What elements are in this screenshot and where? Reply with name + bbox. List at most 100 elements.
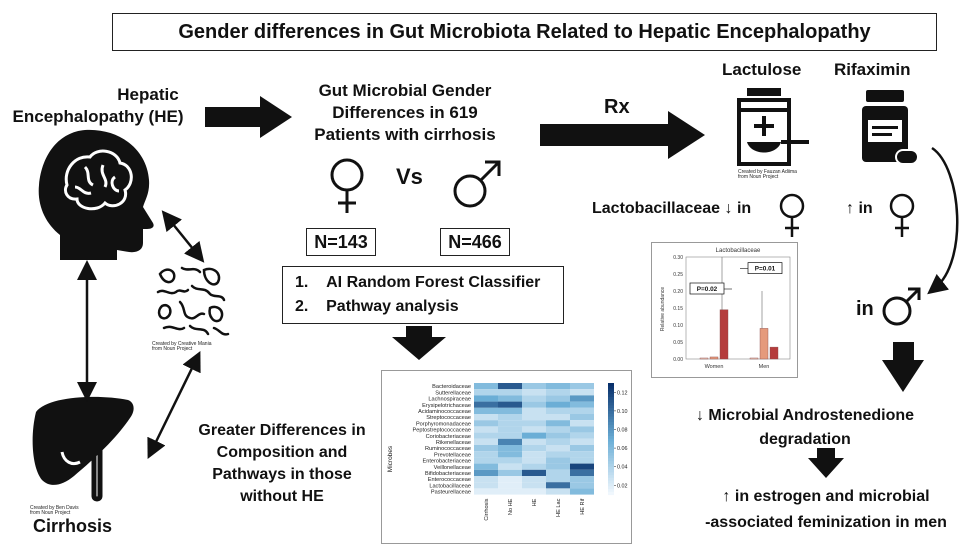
heatmap-cell [570,389,594,396]
colorbar-segment [608,486,614,490]
colorbar-segment [608,408,614,412]
chart-title: Lactobacillaceae [716,248,761,254]
colorbar-tick-label: 0.08 [617,428,628,434]
colorbar-segment [608,491,614,496]
heatmap-row-label: Ruminococcaceae [425,446,471,452]
heatmap-cell [498,457,522,464]
heatmap-cell [570,426,594,433]
lacto-chart-panel: Lactobacillaceae 0.00 0.05 0.10 0.15 0.20 0.25… [651,242,798,378]
estrogen-line1: ↑ in estrogen and microbial [722,488,930,505]
heatmap-cell [474,463,498,470]
colorbar-segment [608,438,614,443]
y-tick-label: 0.10 [673,323,683,329]
heatmap-cell [570,482,594,489]
result-line3: Pathways in those [212,466,352,483]
heatmap-cell [474,482,498,489]
colorbar-segment [608,441,614,445]
colorbar-segment [608,405,614,409]
heatmap-cell [570,438,594,445]
female-symbol-icon [889,193,915,237]
arrow-microbes-liver [147,351,201,459]
heatmap-cell [546,389,570,396]
colorbar-tick-label: 0.02 [617,483,628,489]
heatmap-cell [522,451,546,458]
colorbar-segment [608,396,614,401]
heatmap-cell [570,407,594,414]
colorbar-segment [608,391,614,395]
andro-label: ↓ Microbial Androstenedione degradation [655,404,955,452]
n-female-box: N=143 [306,228,376,256]
colorbar-segment [608,424,614,429]
heatmap-cell [570,420,594,427]
heatmap-row-label: Streptococcaceae [426,415,471,421]
heatmap-cell [474,488,498,495]
chart-bar [769,346,779,360]
plot-frame [685,256,791,360]
y-tick-label: 0.15 [673,306,683,312]
estrogen-line2: -associated feminization in men [705,514,947,531]
x-tick-label: Women [705,364,724,370]
heatmap-cell [498,469,522,476]
heatmap-cell [498,383,522,390]
p-value-box [689,282,725,295]
heatmap-cell [546,469,570,476]
heatmap-col-label: HE [532,498,538,506]
arrow-he-to-study [205,96,292,138]
rifaximin-label: Rifaximin [834,60,911,79]
page-title: Gender differences in Gut Microbiota Rel… [112,13,937,51]
microbe-credit-line2: from Noun Project [152,346,193,352]
heatmap-cell [498,401,522,408]
heatmap-cell [498,420,522,427]
colorbar-segment [608,410,614,415]
heatmap-cell [546,445,570,452]
heatmap-cell [546,395,570,402]
chart-bar [759,328,769,360]
liver-credit-line1: Created by Ben Davis [30,505,79,511]
study-line1: Gut Microbial Gender [318,81,492,100]
heatmap-panel: Bacteroidaceae Sutterellaceae Lachnospirac… [381,370,632,544]
colorbar-segment [608,402,614,406]
heatmap-cell [546,414,570,421]
p-value-label: P=0.01 [755,266,776,273]
heatmap-col-label: No HE [508,498,514,515]
heatmap-row-label: Lachnospiraceae [428,397,471,403]
heatmap-cell [546,482,570,489]
heatmap-row-label: Enterobacteriaceae [422,459,471,465]
colorbar-segment [608,480,614,484]
arrow-curved-rifaximin [927,146,959,295]
heatmap-cell [474,469,498,476]
heatmap-cell [474,407,498,414]
colorbar-segment [608,422,614,426]
arrow-methods-down [392,326,446,360]
heatmap-cell [522,463,546,470]
heatmap-ylabel: Microbes [387,445,394,472]
heatmap-cell [570,488,594,495]
colorbar-segment [608,383,614,387]
estrogen-label: ↑ in estrogen and microbial -associated … [680,484,972,536]
heatmap-chart: BacteroidaceaeSutterellaceaeLachnospirac… [387,383,628,521]
rifaximin-bottle-icon [862,90,919,165]
heatmap-cell [570,401,594,408]
cirrhosis-label: Cirrhosis [33,516,113,536]
heatmap-cell [498,451,522,458]
colorbar-segment [608,444,614,448]
colorbar-segment [608,458,614,462]
arrow-to-androstenedione [882,342,924,392]
method-item: 1. AI Random Forest Classifier [295,274,541,291]
heatmap-cell [474,420,498,427]
andro-line2: degradation [759,431,851,448]
heatmap-cell [498,463,522,470]
colorbar-segment [608,461,614,465]
heatmap-cell [570,457,594,464]
heatmap-row-label: Veillonellaceae [434,465,471,471]
arrow-to-estrogen [808,448,844,478]
heatmap-cell [474,432,498,439]
result-line4: without HE [240,488,324,505]
brain-head-icon [38,129,154,260]
colorbar-segment [608,436,614,440]
lactulose-bottle-icon [737,88,809,166]
colorbar-segment [608,419,614,423]
microbe-credit: Created by Creative Mania from Noun Proj… [152,342,211,352]
heatmap-row-label: Sutterellaceae [435,390,471,396]
